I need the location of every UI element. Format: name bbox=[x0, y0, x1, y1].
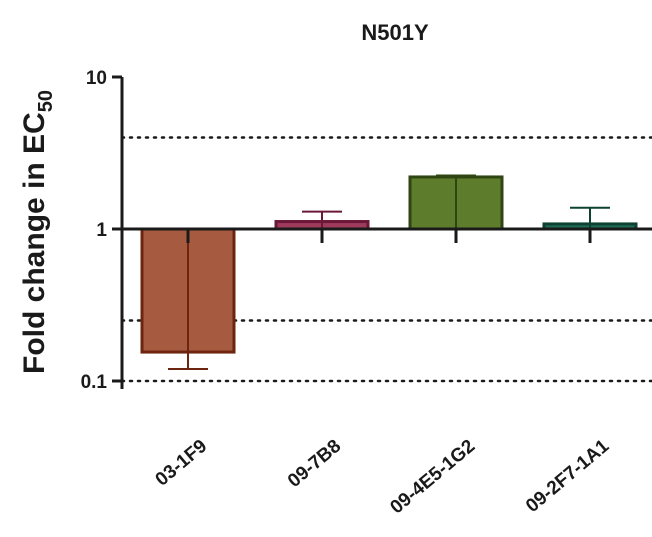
x-tick-label-1: 03-1F9 bbox=[152, 436, 212, 491]
y-tick-label-1: 0.1 bbox=[81, 372, 108, 393]
y-tick-label-3: 10 bbox=[86, 68, 107, 89]
y-ticks: 0.1 1 10 bbox=[81, 68, 122, 393]
y-axis-label-main: Fold change in EC bbox=[18, 112, 51, 374]
x-tick-label-2: 09-7B8 bbox=[284, 436, 345, 492]
error-bars bbox=[168, 174, 610, 370]
y-tick-label-2: 1 bbox=[96, 220, 107, 241]
x-tick-label-3: 09-4E5-1G2 bbox=[386, 436, 479, 519]
error-bar-1 bbox=[168, 239, 208, 370]
y-axis-label-subscript: 50 bbox=[35, 90, 57, 112]
bars bbox=[140, 175, 638, 354]
y-axis-label: Fold change in EC50 bbox=[18, 90, 57, 374]
chart-title: N501Y bbox=[361, 20, 429, 45]
x-tick-label-4: 09-2F7-1A1 bbox=[522, 435, 613, 517]
